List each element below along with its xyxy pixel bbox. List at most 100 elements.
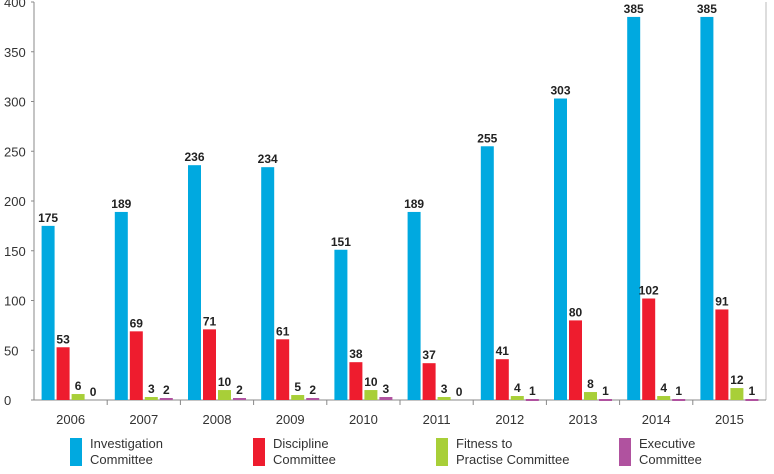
data-label: 1 [529,384,536,398]
x-tick-label: 2006 [56,412,85,427]
bar [745,399,759,401]
bar [261,167,275,400]
y-tick-label: 100 [4,294,26,309]
bar [349,362,363,400]
data-label: 37 [422,348,436,362]
data-label: 53 [56,332,70,346]
x-tick-label: 2012 [495,412,524,427]
bar [159,398,173,401]
bar [306,398,320,401]
bar [56,347,70,400]
bar [510,396,524,400]
data-label: 5 [294,380,301,394]
data-label: 255 [477,131,497,145]
legend-item-discipline: Discipline Committee [253,436,403,468]
data-label: 6 [75,379,82,393]
bar [700,16,714,401]
data-label: 0 [456,385,463,399]
legend-label-executive-line2: Committee [639,452,702,467]
bar [627,16,641,401]
data-label: 3 [383,382,390,396]
bar [364,390,378,400]
data-label: 1 [749,384,756,398]
legend-label-investigation-line1: Investigation [90,436,163,451]
legend-item-fitness: Fitness to Practise Committee [436,436,586,468]
data-label: 80 [569,305,583,319]
bar [569,320,582,400]
legend-label-fitness-line2: Practise Committee [456,452,570,467]
legend-swatch-investigation [70,438,82,466]
legend-label-investigation-line2: Committee [90,452,153,467]
bar [525,399,539,401]
bar [495,359,509,400]
data-label: 12 [730,373,744,387]
bar [657,396,671,400]
legend: Investigation Committee Discipline Commi… [0,436,774,474]
bar [114,211,128,400]
legend-swatch-discipline [253,438,265,466]
bar [334,249,348,400]
x-axis: 2006 2007 2008 2009 2010 2011 2012 2013 2014 2015 [34,399,766,427]
bar [480,146,494,400]
data-label: 385 [624,2,644,16]
data-label: 61 [276,324,290,338]
data-label: 69 [130,316,144,330]
data-label: 2 [236,383,243,397]
legend-label-executive-line1: Executive [639,436,696,451]
bar [71,394,85,400]
x-tick-label: 2011 [423,412,451,427]
bars [41,16,759,401]
data-label: 385 [697,2,717,16]
bar [291,395,305,400]
y-tick-label: 400 [4,0,26,10]
bar [144,397,158,400]
bar [188,165,201,400]
data-label: 175 [38,211,58,225]
legend-label-discipline-line2: Committee [273,452,336,467]
bar [584,392,597,400]
data-label: 234 [258,152,278,166]
bar [203,329,216,400]
bar [554,98,567,400]
legend-swatch-fitness [436,438,448,466]
bar [672,399,686,401]
y-tick-label: 50 [4,343,18,358]
data-label: 91 [715,294,729,308]
bar [422,363,436,400]
data-label: 1 [602,384,609,398]
x-tick-label: 2007 [129,412,158,427]
bar [233,398,246,401]
x-tick-label: 2013 [569,412,598,427]
x-tick-label: 2009 [276,412,305,427]
data-label: 189 [111,197,131,211]
y-tick-label: 150 [4,244,26,259]
data-label: 10 [364,375,378,389]
data-label: 0 [90,385,97,399]
bar [129,331,143,400]
x-tick-label: 2010 [349,412,378,427]
bar [407,211,421,400]
y-tick-label: 200 [4,194,26,209]
bar [730,388,744,400]
legend-item-investigation: Investigation Committee [70,436,220,468]
y-tick-label: 0 [4,393,11,408]
data-label: 71 [203,314,217,328]
bar [276,339,290,400]
legend-label-fitness-line1: Fitness to [456,436,513,451]
bar [599,399,612,401]
y-tick-label: 250 [4,144,26,159]
x-tick-label: 2014 [642,412,671,427]
data-label: 2 [309,383,316,397]
legend-label-discipline-line1: Discipline [273,436,329,451]
bar [379,397,393,400]
data-label: 38 [349,347,363,361]
bar [437,397,451,400]
bar [642,298,656,400]
y-tick-label: 350 [4,45,26,60]
bar [41,225,55,400]
legend-item-executive: Executive Committee [619,436,769,468]
x-tick-label: 2015 [715,412,744,427]
legend-swatch-executive [619,438,631,466]
